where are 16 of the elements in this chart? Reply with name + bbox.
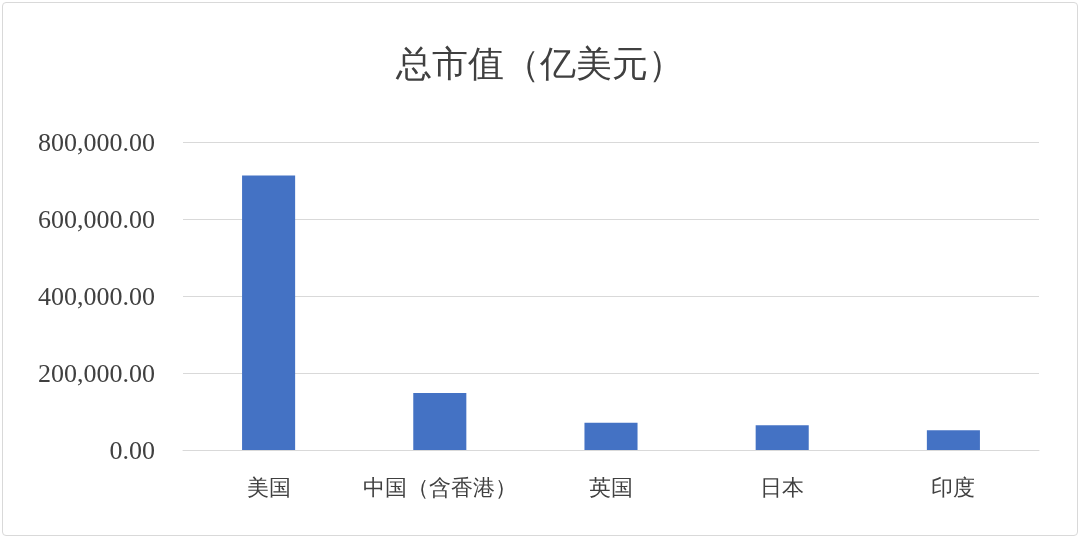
bar xyxy=(413,393,467,450)
bar xyxy=(242,175,296,450)
bar xyxy=(755,425,809,450)
y-tick-label: 600,000.00 xyxy=(38,204,155,234)
y-tick-label: 800,000.00 xyxy=(38,127,155,157)
x-tick-label: 印度 xyxy=(931,474,976,500)
x-tick-label: 美国 xyxy=(246,474,291,500)
chart-title: 总市值（亿美元） xyxy=(395,44,684,84)
bar xyxy=(926,430,980,450)
x-tick-label: 中国（含香港） xyxy=(362,474,517,500)
y-tick-label: 0.00 xyxy=(109,435,155,465)
x-tick-label: 日本 xyxy=(760,474,805,500)
bar xyxy=(584,422,638,450)
y-tick-label: 400,000.00 xyxy=(38,281,155,311)
y-tick-label: 200,000.00 xyxy=(38,358,155,388)
x-tick-label: 英国 xyxy=(589,474,633,500)
